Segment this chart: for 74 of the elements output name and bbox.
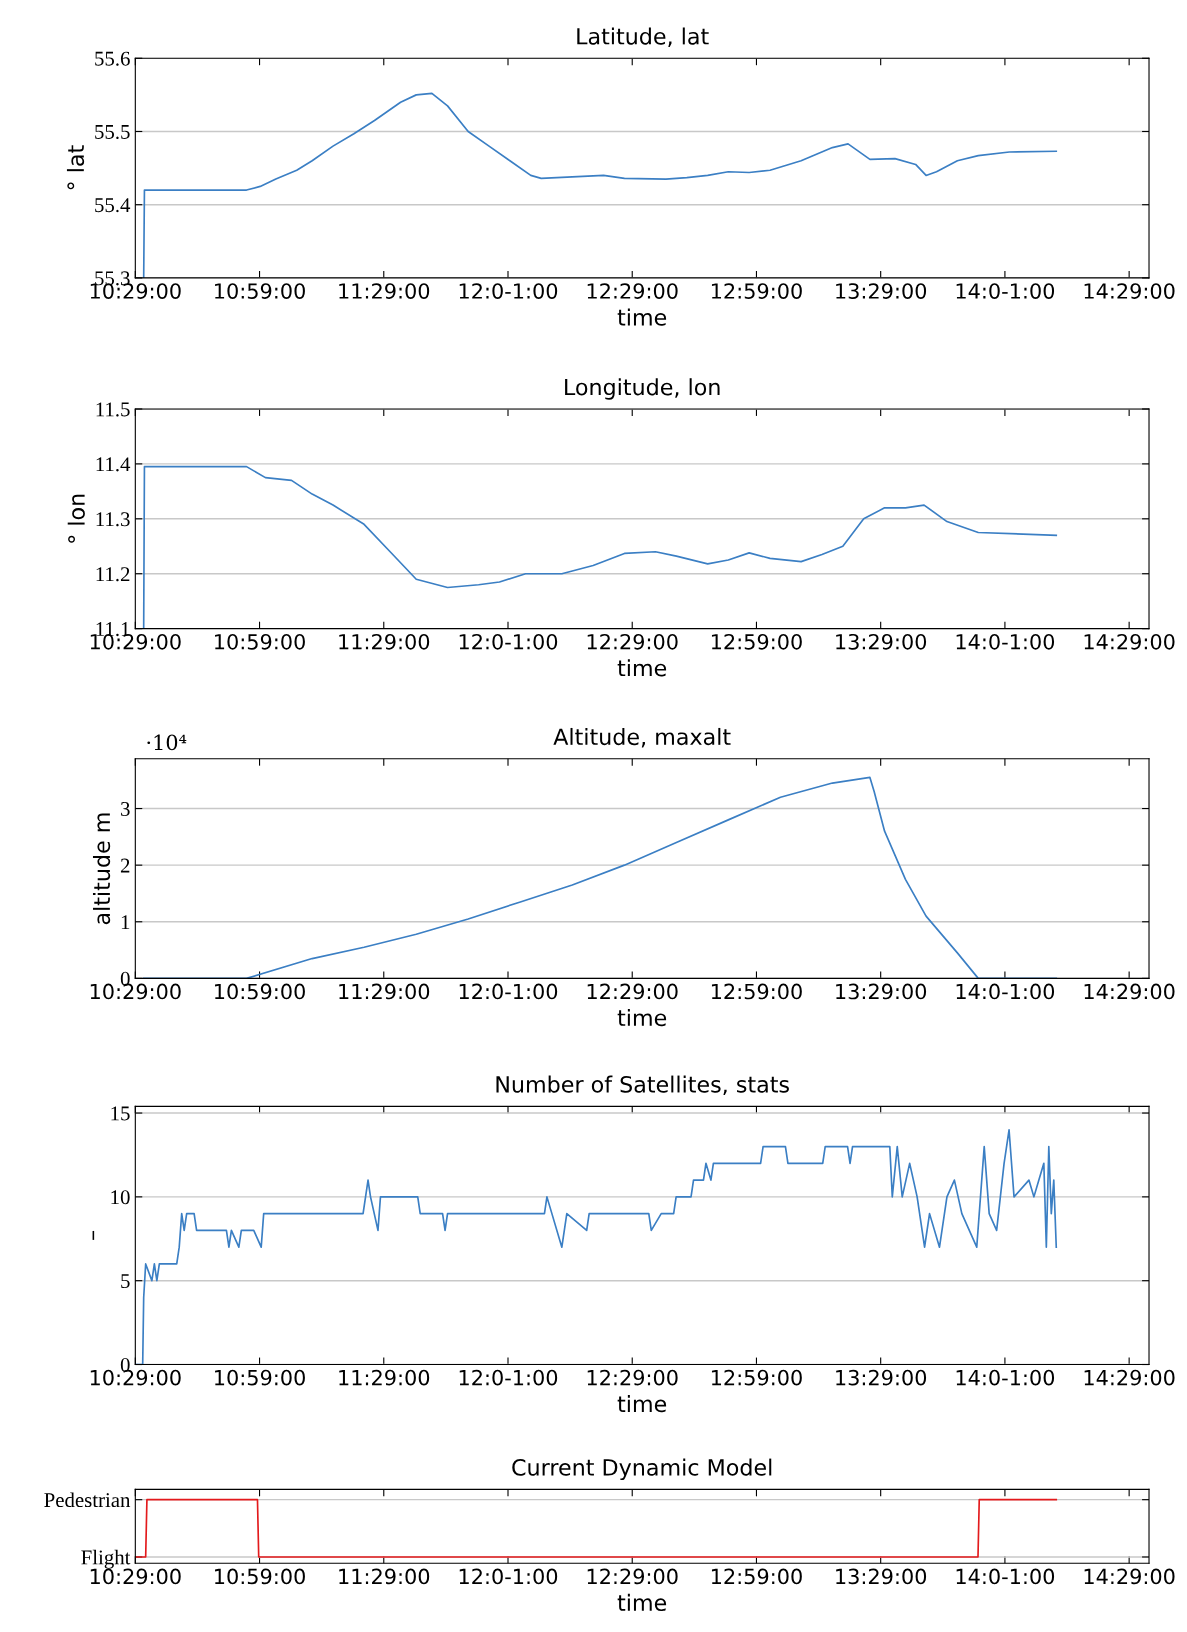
x-tick-label: 14:0-1:00 (956, 1369, 1055, 1386)
y-tick-label: 3 (121, 801, 130, 816)
x-axis-title: time (617, 308, 667, 326)
y-tick-label: 15 (111, 1106, 130, 1121)
x-tick-label: 14:0-1:00 (956, 1568, 1055, 1585)
y-axis-title: ° lon (67, 494, 85, 543)
chart-title: Number of Satellites, stats (496, 1075, 789, 1096)
y-tick-label: 55.5 (95, 125, 130, 140)
y-tick-label: 55.4 (95, 198, 131, 213)
y-tick-label: 2 (120, 858, 130, 873)
x-tick-label: 13:29:00 (836, 1568, 927, 1585)
chart-title: Latitude, lat (577, 27, 709, 47)
x-axis-title: time (617, 1395, 667, 1413)
x-tick-label: 10:59:00 (215, 1369, 305, 1386)
text: ·10⁴ (147, 734, 187, 751)
x-tick-label: 13:29:00 (836, 633, 927, 650)
x-tick-label: 11:29:00 (339, 283, 430, 299)
y-tick-label: 5 (121, 1274, 130, 1289)
x-axis-title: time (617, 1593, 667, 1612)
y-tick-label: 11.4 (96, 457, 131, 472)
x-tick-label: 12:59:00 (711, 983, 802, 1000)
x-tick-label: 12:59:00 (711, 1568, 802, 1585)
y-tick-label: 11.5 (96, 402, 130, 417)
x-tick-label: 12:29:00 (587, 633, 678, 650)
x-tick-label: 12:59:00 (711, 283, 802, 299)
line-series (142, 465, 1058, 629)
x-tick-label: 12:0-1:00 (459, 983, 558, 1000)
x-tick-label: 12:0-1:00 (459, 1369, 558, 1386)
x-tick-label: 14:0-1:00 (956, 283, 1055, 299)
x-tick-label: 13:29:00 (836, 1369, 927, 1386)
x-tick-label: 14:29:00 (1084, 283, 1175, 299)
x-tick-label: 11:29:00 (339, 633, 430, 650)
y-tick-label: 11.2 (96, 567, 130, 582)
y-axis-title: ° lat (66, 145, 85, 190)
x-tick-label: 14:29:00 (1084, 983, 1175, 1000)
x-tick-label: 14:0-1:00 (956, 983, 1055, 1000)
x-tick-label: 12:59:00 (711, 1369, 802, 1386)
chart-title: Longitude, lon (565, 378, 720, 400)
x-tick-label: 14:29:00 (1084, 1568, 1175, 1585)
x-tick-label: 14:0-1:00 (956, 633, 1055, 650)
y-axis-title: – (92, 1230, 95, 1240)
text: Flight (81, 1549, 131, 1569)
chart-title: Altitude, maxalt (553, 727, 731, 748)
x-tick-label: 11:29:00 (339, 1369, 430, 1386)
x-tick-label: 14:29:00 (1084, 1369, 1175, 1386)
x-tick-label: 12:29:00 (587, 1369, 678, 1386)
x-tick-label: 10:29:00 (90, 1568, 181, 1585)
x-axis-title: time (617, 659, 667, 677)
x-tick-label: 14:29:00 (1084, 633, 1175, 650)
line-series (142, 92, 1058, 278)
x-tick-label: 12:29:00 (587, 283, 678, 299)
x-tick-label: 12:0-1:00 (459, 1568, 558, 1585)
x-tick-label: 12:29:00 (587, 983, 678, 1000)
x-tick-label: 10:59:00 (215, 283, 305, 299)
x-axis-title: time (617, 1008, 667, 1027)
x-tick-label: 10:59:00 (215, 1568, 305, 1585)
x-tick-label: 12:0-1:00 (459, 283, 558, 299)
x-tick-label: 10:29:00 (90, 633, 181, 650)
x-tick-label: 13:29:00 (836, 983, 927, 1000)
y-tick-label: 11.3 (96, 512, 130, 527)
x-tick-label: 11:29:00 (339, 1568, 430, 1585)
x-tick-label: 12:0-1:00 (459, 633, 558, 650)
y-tick-label: 10 (111, 1190, 130, 1205)
y-axis-title: altitude m (92, 813, 111, 925)
x-tick-label: 12:29:00 (587, 1568, 678, 1585)
x-tick-label: 11:29:00 (339, 983, 430, 1000)
x-tick-label: 10:59:00 (215, 983, 305, 1000)
x-tick-label: 10:59:00 (215, 633, 305, 650)
chart-title: Current Dynamic Model (512, 1458, 772, 1481)
text: Pedestrian (44, 1492, 131, 1508)
x-tick-label: 12:59:00 (711, 633, 802, 650)
x-tick-label: 13:29:00 (836, 283, 927, 299)
y-tick-label: 1 (121, 915, 130, 929)
y-tick-label: 55.6 (95, 51, 130, 66)
